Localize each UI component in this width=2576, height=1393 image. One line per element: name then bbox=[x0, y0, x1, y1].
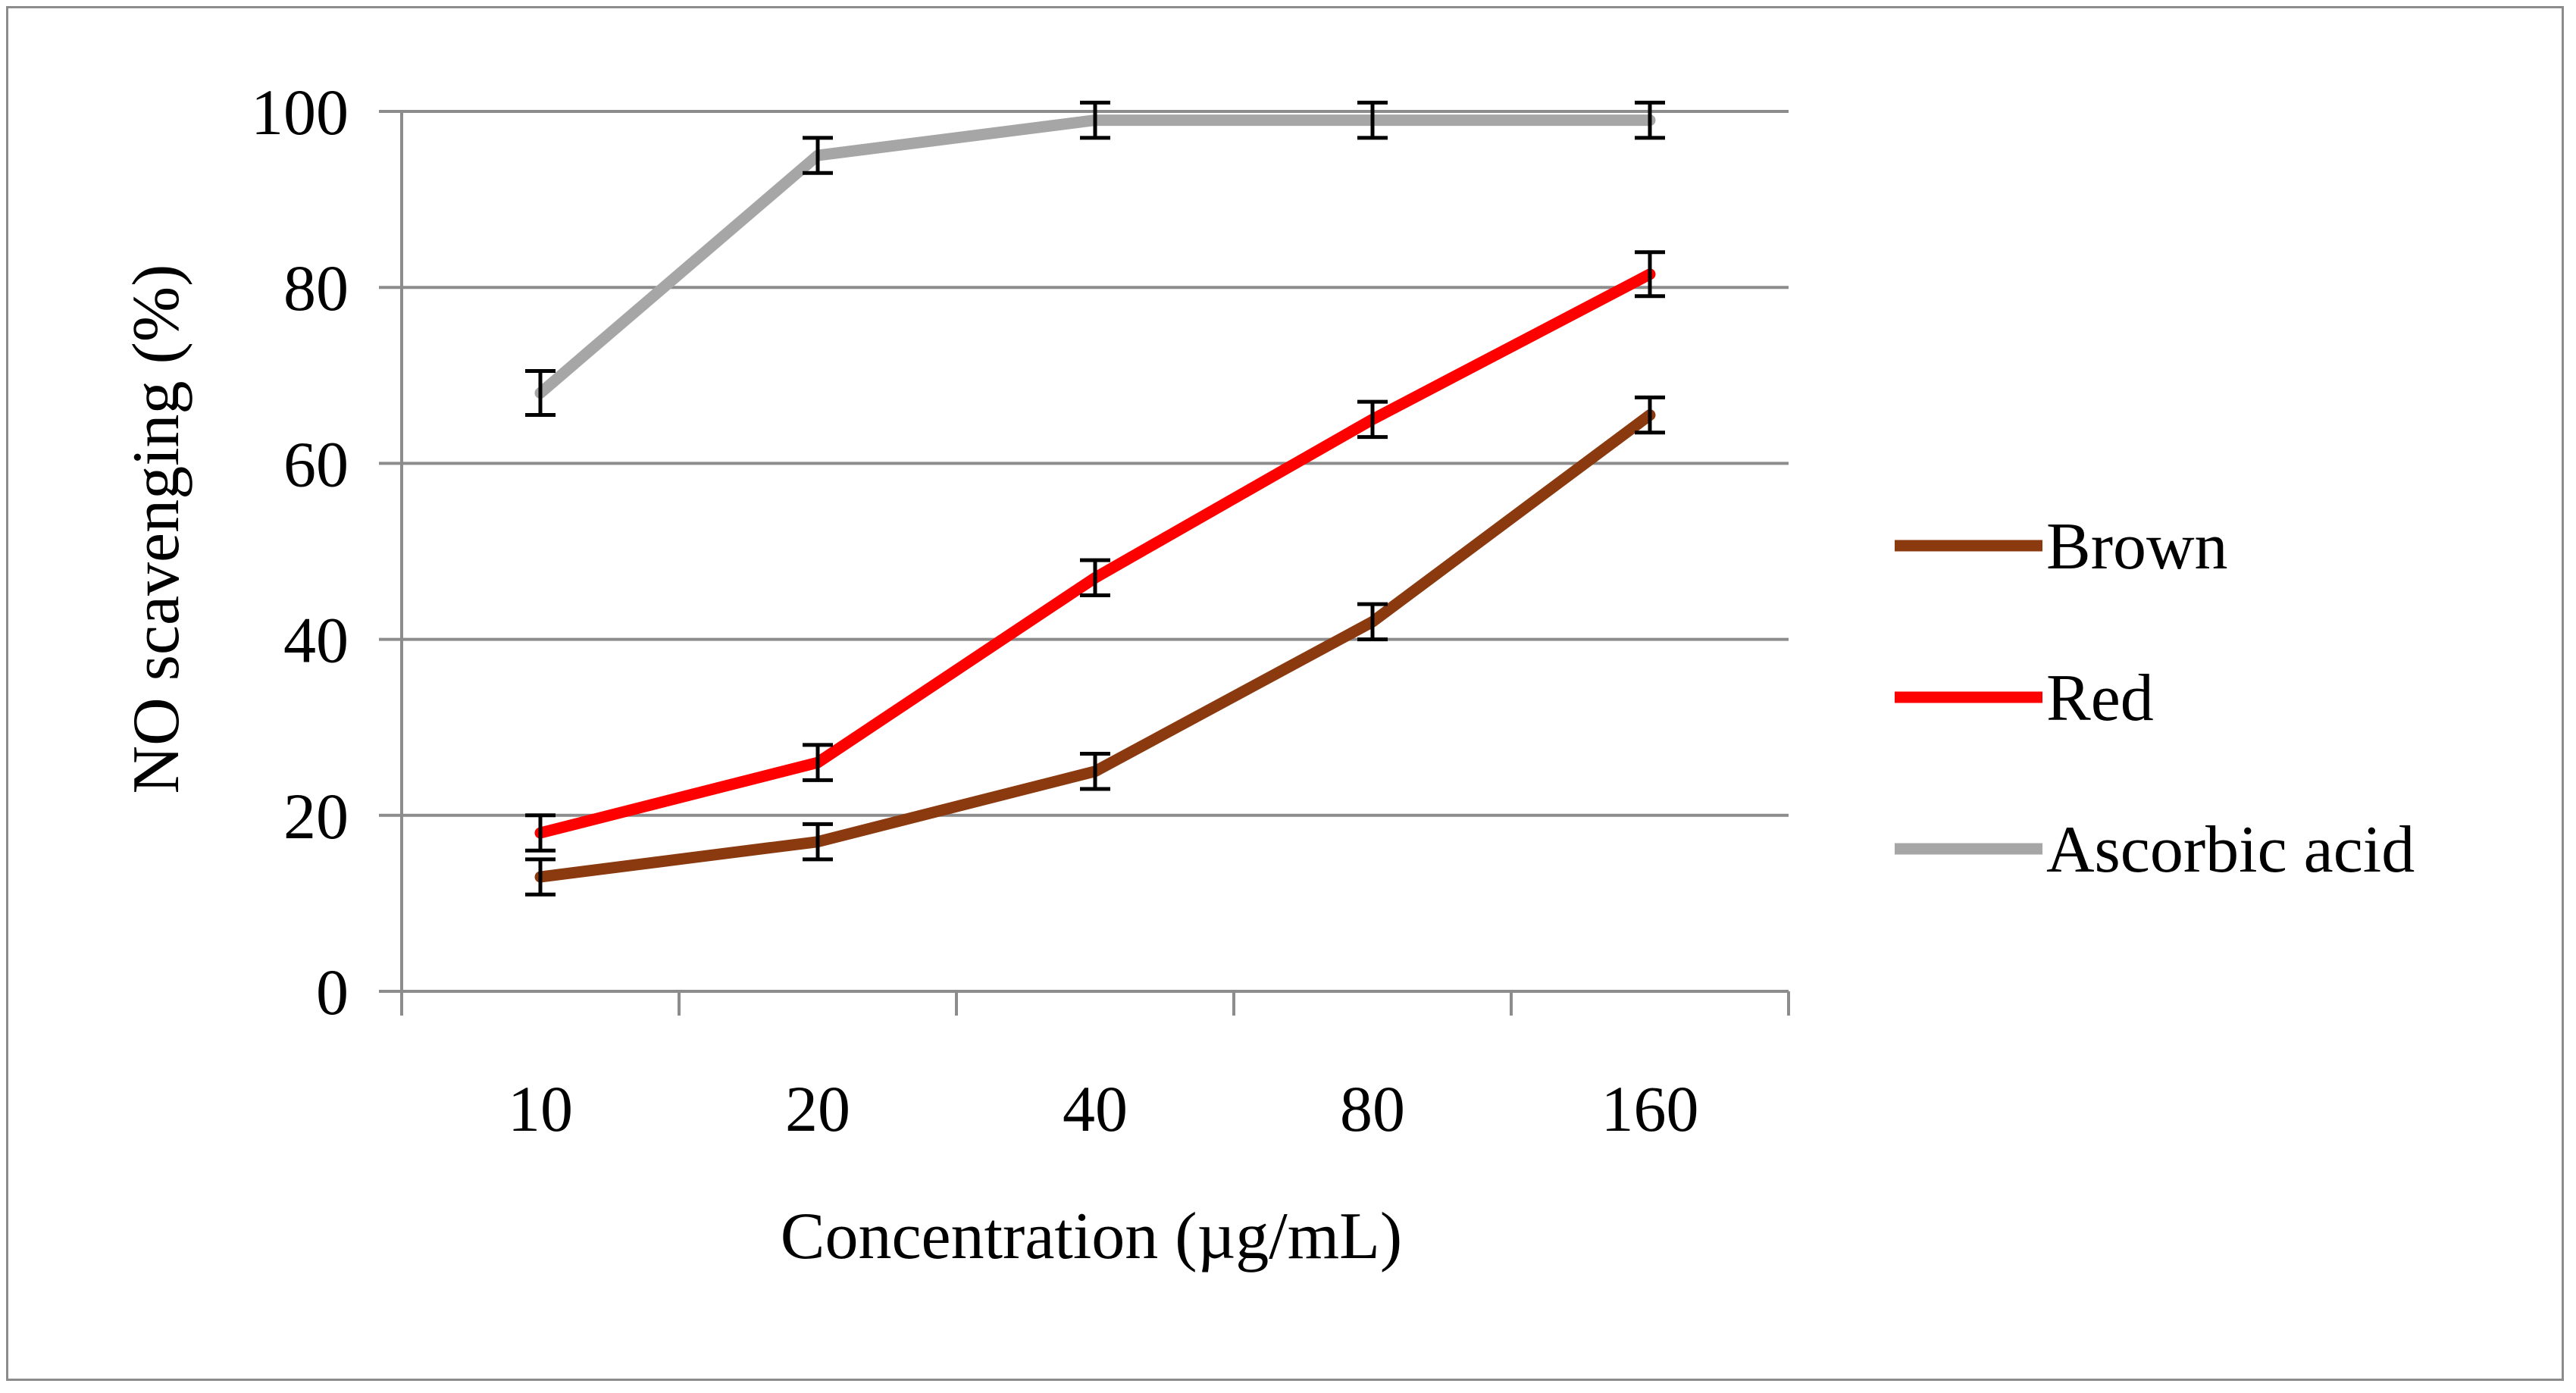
x-tick-label: 80 bbox=[1340, 1072, 1405, 1145]
error-bar bbox=[1080, 558, 1110, 598]
error-bar bbox=[1635, 100, 1665, 140]
x-tick-label: 40 bbox=[1063, 1072, 1128, 1145]
error-bar bbox=[1357, 602, 1388, 642]
y-tick-label: 40 bbox=[283, 604, 349, 677]
x-axis-title: Concentration (µg/mL) bbox=[781, 1200, 1403, 1273]
x-tick-label: 160 bbox=[1601, 1072, 1699, 1145]
error-bar bbox=[1635, 395, 1665, 435]
error-bar bbox=[1080, 752, 1110, 791]
legend-item: Red bbox=[1895, 662, 2154, 735]
error-bar bbox=[1357, 399, 1388, 440]
y-tick-label: 60 bbox=[283, 427, 349, 500]
legend-label: Brown bbox=[2046, 510, 2228, 584]
series-line bbox=[534, 409, 1656, 883]
error-bar bbox=[803, 743, 833, 782]
y-tick-label: 0 bbox=[316, 956, 349, 1028]
error-bar bbox=[803, 822, 833, 862]
axes bbox=[379, 111, 1790, 1016]
error-bar bbox=[1635, 250, 1665, 299]
series-line bbox=[534, 268, 1656, 839]
x-tick-label: 10 bbox=[508, 1072, 573, 1145]
error-bar bbox=[525, 857, 556, 897]
legend-label: Red bbox=[2046, 662, 2154, 735]
series-line bbox=[534, 114, 1656, 399]
y-tick-label: 80 bbox=[283, 252, 349, 324]
legend: Brown Red Ascorbic acid bbox=[1895, 510, 2415, 887]
error-bar bbox=[525, 368, 556, 418]
error-bar bbox=[803, 136, 833, 175]
legend-label: Ascorbic acid bbox=[2046, 813, 2415, 887]
error-bar bbox=[1357, 100, 1388, 140]
y-tick-label: 100 bbox=[251, 76, 349, 149]
y-tick-label: 20 bbox=[283, 780, 349, 853]
y-axis-title: NO scavenging (%) bbox=[120, 265, 193, 794]
legend-item: Ascorbic acid bbox=[1895, 813, 2415, 887]
x-tick-label: 20 bbox=[785, 1072, 850, 1145]
chart-frame bbox=[6, 6, 2564, 1381]
error-bar bbox=[525, 813, 556, 853]
legend-item: Brown bbox=[1895, 510, 2228, 584]
error-bars bbox=[525, 100, 1665, 897]
error-bar bbox=[1080, 100, 1110, 140]
tick-labels: 0 20 40 60 80 100 10 20 40 80 160 bbox=[251, 76, 1699, 1145]
